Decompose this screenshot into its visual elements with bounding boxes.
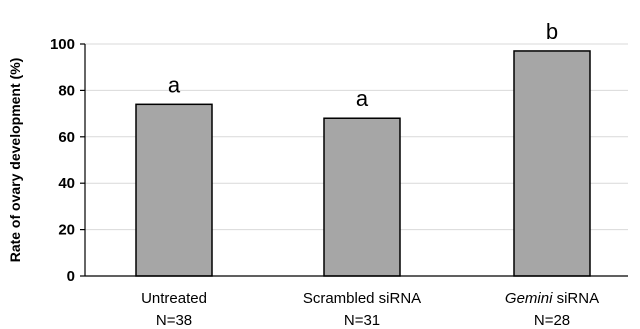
sample-size-label: N=28 xyxy=(534,312,570,329)
y-axis-title: Rate of ovary development (%) xyxy=(7,58,23,263)
significance-letter: b xyxy=(546,19,558,44)
bars xyxy=(135,50,591,277)
category-label-text: Scrambled siRNA xyxy=(303,290,421,307)
bar xyxy=(135,103,213,277)
y-tick-label: 60 xyxy=(58,129,75,146)
sample-size-label: N=38 xyxy=(156,312,192,329)
category-label: Untreated xyxy=(141,290,207,307)
bar xyxy=(513,50,591,277)
significance-letters: a a b xyxy=(168,19,558,111)
y-tick-label: 0 xyxy=(67,268,75,285)
category-label: Gemini siRNA xyxy=(505,290,599,307)
significance-letter: a xyxy=(356,86,369,111)
bar xyxy=(323,117,401,277)
y-tick-label: 20 xyxy=(58,222,75,239)
category-label-italic: Gemini xyxy=(505,290,553,307)
sample-size-label: N=31 xyxy=(344,312,380,329)
y-tick-label: 100 xyxy=(50,36,75,53)
y-tick-label: 80 xyxy=(58,82,75,99)
category-label-text: siRNA xyxy=(552,290,599,307)
significance-letter: a xyxy=(168,72,181,97)
category-label: Scrambled siRNA xyxy=(303,290,421,307)
y-tick-label: 40 xyxy=(58,175,75,192)
category-label-text: Untreated xyxy=(141,290,207,307)
axes xyxy=(80,43,628,277)
y-tick-labels: 0 20 40 60 80 100 xyxy=(50,36,75,285)
category-labels: Untreated N=38 Scrambled siRNA N=31 Gemini s… xyxy=(141,290,599,329)
